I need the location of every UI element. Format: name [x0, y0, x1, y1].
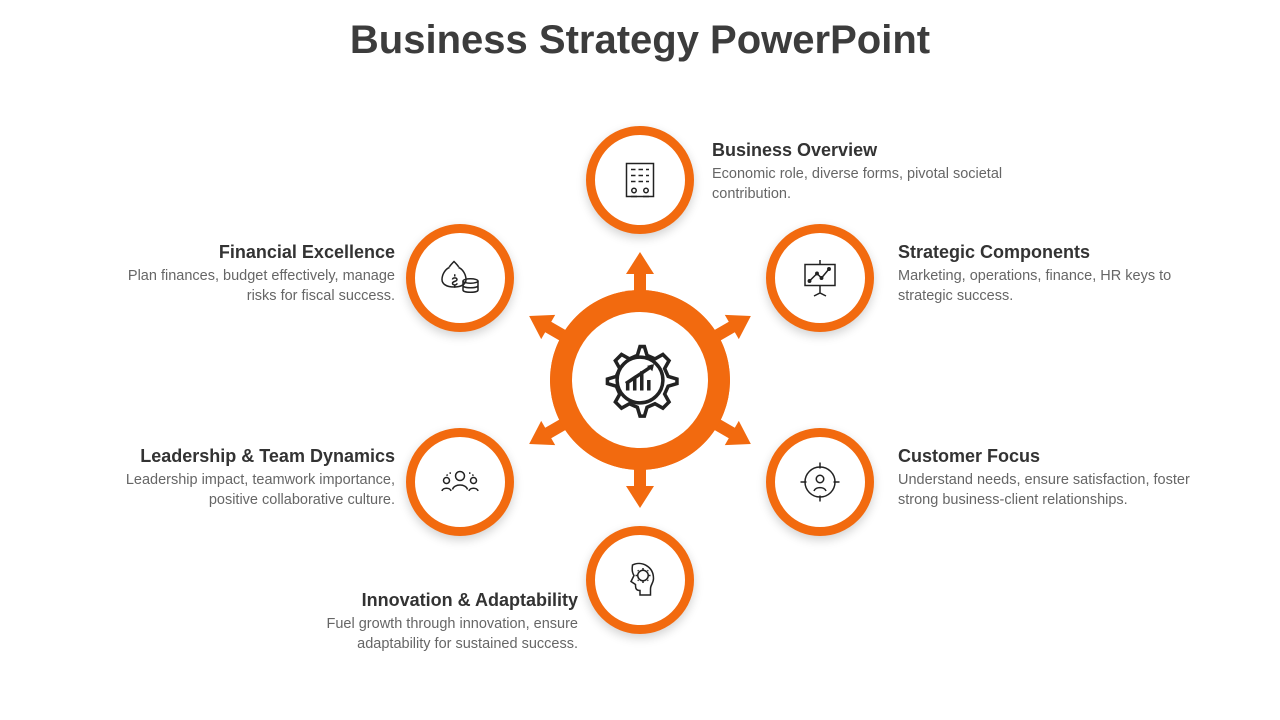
team-icon: [436, 458, 484, 506]
node-overview: [586, 126, 694, 234]
desc: Plan finances, budget effectively, manag…: [95, 267, 395, 306]
node-innovation: [586, 526, 694, 634]
building-icon: [616, 156, 664, 204]
text-strategic: Strategic Components Marketing, operation…: [898, 242, 1198, 306]
desc: Fuel growth through innovation, ensure a…: [278, 615, 578, 654]
money-icon: [436, 254, 484, 302]
headidea-icon: [616, 556, 664, 604]
desc: Marketing, operations, finance, HR keys …: [898, 267, 1198, 306]
text-overview: Business Overview Economic role, diverse …: [712, 140, 1012, 204]
node-leadership: [406, 428, 514, 536]
heading: Customer Focus: [898, 446, 1198, 467]
heading: Business Overview: [712, 140, 1012, 161]
board-icon: [796, 254, 844, 302]
target-icon: [796, 458, 844, 506]
text-innovation: Innovation & Adaptability Fuel growth thr…: [278, 590, 578, 654]
slide: Business Strategy PowerPoint: [0, 0, 1280, 720]
hub: [550, 290, 730, 470]
gear-chart-icon: [596, 336, 684, 424]
slide-title: Business Strategy PowerPoint: [0, 18, 1280, 63]
text-financial: Financial Excellence Plan finances, budge…: [95, 242, 395, 306]
heading: Financial Excellence: [95, 242, 395, 263]
desc: Economic role, diverse forms, pivotal so…: [712, 165, 1012, 204]
hub-inner: [572, 312, 708, 448]
node-customer: [766, 428, 874, 536]
text-leadership: Leadership & Team Dynamics Leadership imp…: [95, 446, 395, 510]
node-financial: [406, 224, 514, 332]
desc: Leadership impact, teamwork importance, …: [95, 471, 395, 510]
heading: Leadership & Team Dynamics: [95, 446, 395, 467]
text-customer: Customer Focus Understand needs, ensure s…: [898, 446, 1198, 510]
diagram-stage: Business Overview Economic role, diverse …: [0, 70, 1280, 720]
desc: Understand needs, ensure satisfaction, f…: [898, 471, 1198, 510]
node-strategic: [766, 224, 874, 332]
heading: Innovation & Adaptability: [278, 590, 578, 611]
heading: Strategic Components: [898, 242, 1198, 263]
